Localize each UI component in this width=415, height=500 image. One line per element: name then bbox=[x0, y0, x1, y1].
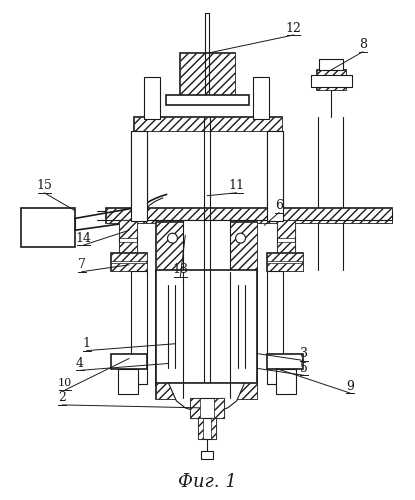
Bar bbox=[211, 418, 216, 440]
Bar bbox=[229, 222, 257, 272]
Bar bbox=[119, 220, 137, 260]
Bar bbox=[106, 208, 393, 224]
Bar bbox=[111, 253, 147, 270]
Bar bbox=[166, 95, 249, 105]
Bar bbox=[276, 370, 296, 394]
Text: 4: 4 bbox=[76, 357, 84, 370]
Bar bbox=[106, 208, 393, 224]
Bar bbox=[254, 78, 269, 119]
Bar bbox=[277, 220, 295, 260]
Bar bbox=[183, 220, 229, 274]
Text: 1: 1 bbox=[83, 337, 90, 350]
Text: 15: 15 bbox=[36, 180, 52, 192]
Bar bbox=[277, 242, 295, 260]
Text: 7: 7 bbox=[78, 258, 85, 272]
Text: 3: 3 bbox=[300, 347, 308, 360]
Bar bbox=[267, 354, 303, 370]
Bar bbox=[20, 208, 75, 247]
Bar bbox=[201, 452, 213, 459]
Bar bbox=[190, 398, 200, 417]
Bar bbox=[190, 398, 224, 417]
Bar bbox=[229, 383, 257, 399]
Bar bbox=[267, 253, 303, 270]
Text: 13: 13 bbox=[172, 263, 188, 276]
Bar bbox=[156, 272, 183, 385]
Bar bbox=[111, 253, 147, 261]
Bar bbox=[156, 270, 257, 385]
Text: 5: 5 bbox=[300, 362, 308, 375]
Bar bbox=[267, 253, 303, 261]
Text: 10: 10 bbox=[58, 378, 72, 388]
Bar bbox=[131, 130, 147, 210]
Bar bbox=[181, 52, 234, 97]
Bar bbox=[119, 242, 137, 260]
Bar bbox=[131, 270, 147, 384]
Bar bbox=[156, 272, 183, 385]
Bar bbox=[198, 418, 216, 440]
Bar bbox=[118, 370, 138, 394]
Bar bbox=[267, 263, 303, 270]
Bar bbox=[131, 130, 147, 222]
Bar bbox=[229, 272, 257, 385]
Bar bbox=[229, 222, 257, 272]
Bar bbox=[134, 117, 282, 130]
Bar bbox=[214, 398, 224, 417]
Circle shape bbox=[236, 233, 246, 243]
Text: 14: 14 bbox=[76, 232, 92, 244]
Bar bbox=[144, 78, 160, 119]
Bar bbox=[156, 222, 183, 272]
Bar bbox=[310, 76, 352, 87]
Bar bbox=[229, 272, 257, 385]
Bar bbox=[119, 220, 137, 238]
Bar bbox=[320, 58, 343, 70]
Bar bbox=[134, 117, 282, 130]
Bar bbox=[267, 130, 283, 210]
Polygon shape bbox=[168, 383, 244, 412]
Text: 12: 12 bbox=[286, 22, 302, 35]
Circle shape bbox=[168, 233, 177, 243]
Bar bbox=[267, 130, 283, 222]
Bar bbox=[317, 70, 346, 90]
Bar bbox=[111, 263, 147, 270]
Bar bbox=[156, 383, 183, 399]
Bar bbox=[181, 52, 234, 97]
Bar bbox=[111, 354, 147, 370]
Bar bbox=[267, 270, 283, 384]
Bar bbox=[277, 220, 295, 238]
Text: 2: 2 bbox=[58, 392, 66, 404]
Text: 6: 6 bbox=[275, 199, 283, 212]
Text: Фиг. 1: Фиг. 1 bbox=[178, 473, 237, 491]
Bar bbox=[156, 383, 257, 399]
Text: 9: 9 bbox=[346, 380, 354, 392]
Bar bbox=[198, 418, 203, 440]
Bar bbox=[317, 70, 346, 90]
Bar bbox=[156, 222, 183, 272]
Text: 8: 8 bbox=[359, 38, 367, 52]
Text: 11: 11 bbox=[229, 180, 244, 192]
